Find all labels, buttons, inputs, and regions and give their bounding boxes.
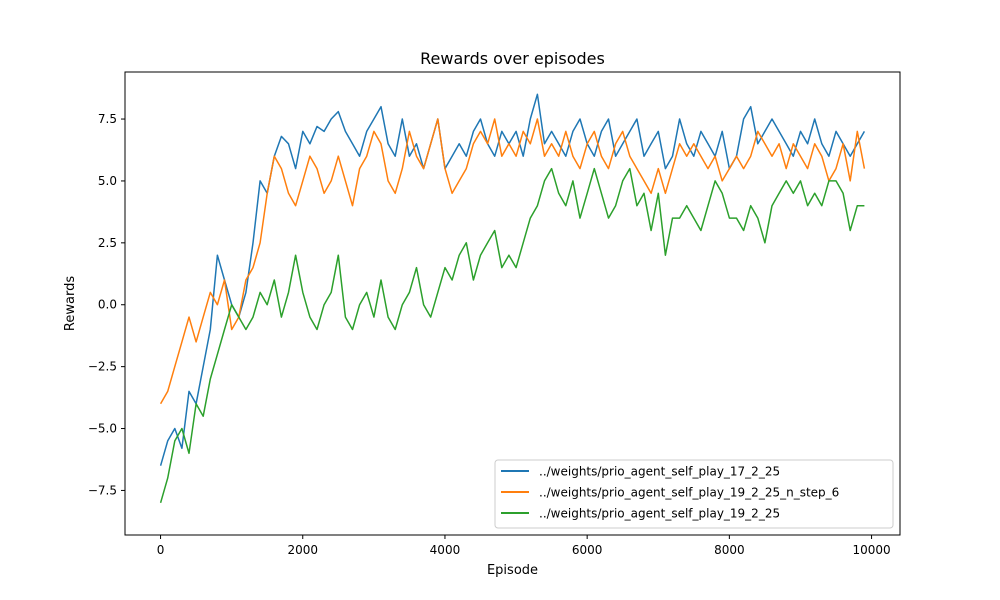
y-axis-label: Rewards xyxy=(63,276,78,331)
y-tick-label: −7.5 xyxy=(88,483,117,497)
x-axis: 0 2000 4000 6000 8000 10000 xyxy=(157,535,891,557)
series-layer xyxy=(159,93,866,504)
legend-box xyxy=(494,459,894,529)
x-axis-label: Episode xyxy=(487,563,538,578)
y-tick-label: 5.0 xyxy=(98,174,117,188)
y-tick-label: −5.0 xyxy=(88,422,117,436)
x-tick-label: 6000 xyxy=(572,543,603,557)
y-tick-label: 0.0 xyxy=(98,298,117,312)
legend-label-2: ../weights/prio_agent_self_play_19_2_25_… xyxy=(539,486,839,500)
y-tick-label: −2.5 xyxy=(88,360,117,374)
series-line-2 xyxy=(159,118,866,405)
series-line-1 xyxy=(159,93,866,466)
x-tick-label: 2000 xyxy=(287,543,318,557)
x-tick-label: 10000 xyxy=(852,543,890,557)
x-tick-label: 4000 xyxy=(430,543,461,557)
x-tick-label: 0 xyxy=(157,543,165,557)
plot-frame xyxy=(124,71,901,536)
legend-label-3: ../weights/prio_agent_self_play_19_2_25 xyxy=(539,507,780,521)
legend-label-1: ../weights/prio_agent_self_play_17_2_25 xyxy=(539,465,780,479)
y-tick-label: 2.5 xyxy=(98,236,117,250)
legend: ../weights/prio_agent_self_play_17_2_25.… xyxy=(494,459,894,529)
chart-title: Rewards over episodes xyxy=(420,49,605,68)
y-axis: −7.5 −5.0 −2.5 0.0 2.5 5.0 7.5 xyxy=(88,112,125,497)
y-tick-label: 7.5 xyxy=(98,112,117,126)
x-tick-label: 8000 xyxy=(714,543,745,557)
series-line-3 xyxy=(159,167,865,504)
